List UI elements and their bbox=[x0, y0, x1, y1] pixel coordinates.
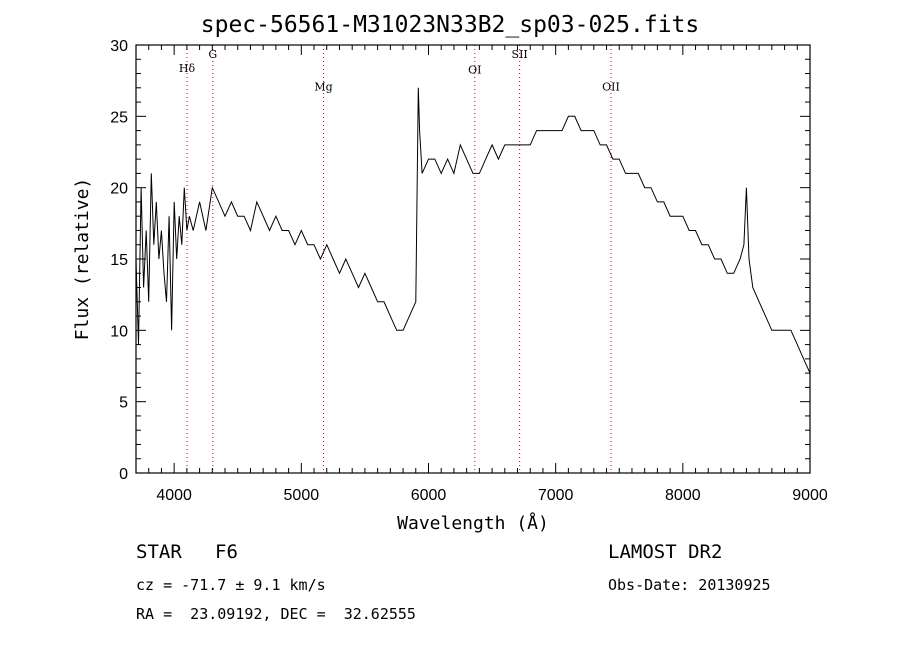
y-tick-label: 30 bbox=[110, 38, 128, 55]
x-tick-label: 9000 bbox=[792, 487, 828, 504]
chart-title: spec-56561-M31023N33B2_sp03-025.fits bbox=[200, 12, 700, 38]
x-tick-label: 6000 bbox=[411, 487, 447, 504]
y-tick-label: 25 bbox=[110, 109, 128, 126]
x-tick-label: 4000 bbox=[156, 487, 192, 504]
x-axis-label: Wavelength (Å) bbox=[397, 512, 549, 534]
y-tick-label: 15 bbox=[110, 252, 128, 269]
survey-label: LAMOST DR2 bbox=[608, 541, 723, 563]
x-tick-label: 8000 bbox=[665, 487, 701, 504]
obs-date-text: Obs-Date: 20130925 bbox=[608, 576, 771, 594]
class-label: STAR bbox=[136, 541, 182, 563]
spectral-line-label: Hδ bbox=[179, 62, 196, 75]
y-axis-label: Flux (relative) bbox=[72, 178, 93, 341]
axis-ticks: 4000 5000 6000 7000 8000 9000 0 5 10 15 20 25 30 bbox=[110, 38, 828, 504]
spectral-line-label: Mg bbox=[314, 81, 332, 94]
x-tick-label: 7000 bbox=[538, 487, 574, 504]
spectral-line-label: SII bbox=[512, 48, 528, 61]
spectral-line-label: OI bbox=[468, 64, 481, 77]
plot-frame bbox=[135, 44, 811, 474]
spectral-line-label: OII bbox=[602, 81, 620, 94]
spectrum-line bbox=[135, 87, 811, 374]
x-tick-label: 5000 bbox=[284, 487, 320, 504]
y-tick-label: 20 bbox=[110, 181, 128, 198]
redshift-text: cz = -71.7 ± 9.1 km/s bbox=[136, 576, 326, 594]
y-tick-label: 10 bbox=[110, 323, 128, 340]
spectral-line-markers: Hδ G Mg OI SII OII bbox=[179, 45, 620, 473]
y-tick-label: 0 bbox=[119, 466, 128, 483]
spectral-line-label: G bbox=[208, 48, 217, 61]
coordinates-text: RA = 23.09192, DEC = 32.62555 bbox=[136, 605, 416, 623]
subclass-label: F6 bbox=[215, 541, 238, 563]
y-tick-label: 5 bbox=[119, 395, 128, 412]
